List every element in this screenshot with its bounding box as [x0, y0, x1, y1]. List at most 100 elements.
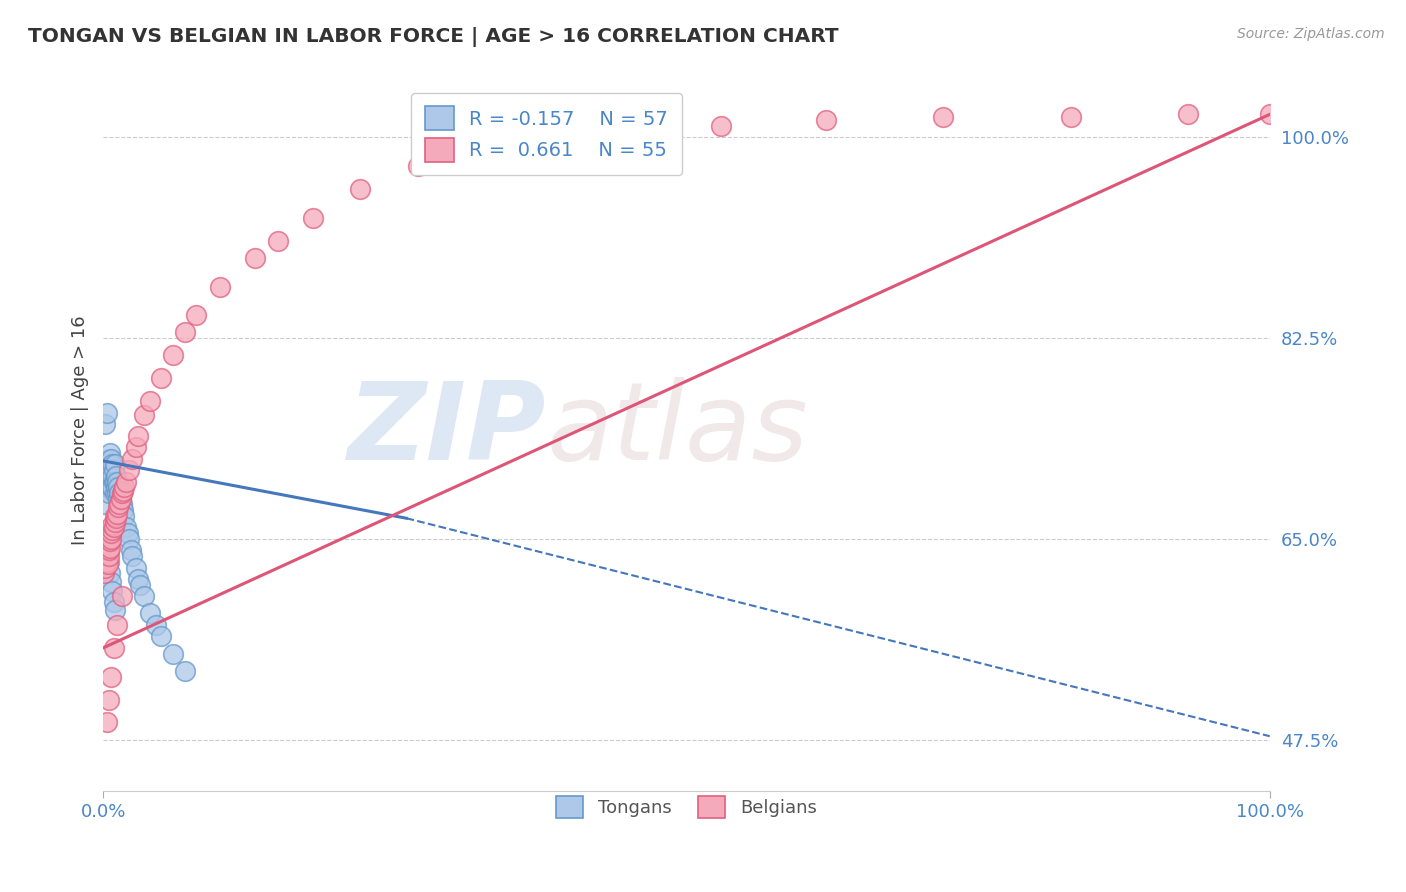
Point	[101, 518, 124, 533]
Point	[302, 211, 325, 225]
Point	[108, 486, 131, 500]
Point	[104, 468, 127, 483]
Point	[97, 543, 120, 558]
Point	[100, 526, 122, 541]
Point	[932, 110, 955, 124]
Point	[110, 491, 132, 506]
Point	[98, 475, 121, 489]
Point	[101, 468, 124, 483]
Point	[100, 480, 122, 494]
Point	[617, 125, 640, 139]
Point	[98, 566, 121, 581]
Point	[127, 572, 149, 586]
Point	[117, 526, 139, 541]
Point	[208, 279, 231, 293]
Point	[710, 119, 733, 133]
Point	[465, 144, 488, 158]
Point	[97, 458, 120, 472]
Point	[103, 520, 125, 534]
Point	[97, 475, 120, 489]
Point	[125, 560, 148, 574]
Point	[111, 589, 134, 603]
Point	[107, 500, 129, 514]
Point	[97, 549, 120, 563]
Point	[125, 440, 148, 454]
Point	[173, 664, 195, 678]
Point	[98, 534, 121, 549]
Point	[120, 543, 142, 558]
Point	[97, 555, 120, 569]
Point	[94, 475, 117, 489]
Point	[406, 159, 429, 173]
Point	[127, 428, 149, 442]
Point	[101, 523, 124, 537]
Point	[105, 486, 128, 500]
Point	[101, 583, 124, 598]
Text: Source: ZipAtlas.com: Source: ZipAtlas.com	[1237, 27, 1385, 41]
Point	[267, 234, 290, 248]
Point	[98, 446, 121, 460]
Point	[108, 498, 131, 512]
Point	[129, 578, 152, 592]
Point	[349, 182, 371, 196]
Point	[93, 566, 115, 581]
Point	[104, 480, 127, 494]
Point	[112, 480, 135, 494]
Point	[100, 575, 122, 590]
Point	[98, 541, 121, 555]
Point	[101, 480, 124, 494]
Point	[107, 491, 129, 506]
Point	[104, 511, 127, 525]
Point	[173, 326, 195, 340]
Point	[100, 451, 122, 466]
Point	[100, 669, 122, 683]
Point	[111, 503, 134, 517]
Point	[98, 463, 121, 477]
Point	[103, 640, 125, 655]
Point	[162, 348, 184, 362]
Point	[94, 560, 117, 574]
Point	[96, 406, 118, 420]
Point	[118, 532, 141, 546]
Point	[162, 647, 184, 661]
Point	[536, 135, 558, 149]
Point	[121, 549, 143, 563]
Point	[96, 463, 118, 477]
Point	[121, 451, 143, 466]
Point	[105, 475, 128, 489]
Point	[105, 507, 128, 521]
Point	[93, 498, 115, 512]
Y-axis label: In Labor Force | Age > 16: In Labor Force | Age > 16	[72, 315, 89, 545]
Point	[104, 458, 127, 472]
Point	[103, 475, 125, 489]
Point	[97, 557, 120, 571]
Point	[101, 458, 124, 472]
Point	[97, 692, 120, 706]
Point	[97, 468, 120, 483]
Text: TONGAN VS BELGIAN IN LABOR FORCE | AGE > 16 CORRELATION CHART: TONGAN VS BELGIAN IN LABOR FORCE | AGE >…	[28, 27, 839, 46]
Point	[103, 463, 125, 477]
Point	[139, 607, 162, 621]
Point	[104, 508, 127, 523]
Point	[111, 498, 134, 512]
Point	[132, 408, 155, 422]
Point	[111, 483, 134, 498]
Point	[118, 463, 141, 477]
Point	[96, 715, 118, 730]
Point	[112, 508, 135, 523]
Point	[104, 515, 127, 529]
Point	[1060, 110, 1083, 124]
Point	[111, 486, 134, 500]
Point	[104, 486, 127, 500]
Point	[94, 417, 117, 432]
Point	[815, 113, 838, 128]
Point	[243, 251, 266, 265]
Point	[1177, 107, 1199, 121]
Point	[150, 629, 173, 643]
Point	[97, 543, 120, 558]
Point	[100, 532, 122, 546]
Point	[115, 520, 138, 534]
Point	[96, 555, 118, 569]
Point	[139, 394, 162, 409]
Text: atlas: atlas	[547, 377, 808, 483]
